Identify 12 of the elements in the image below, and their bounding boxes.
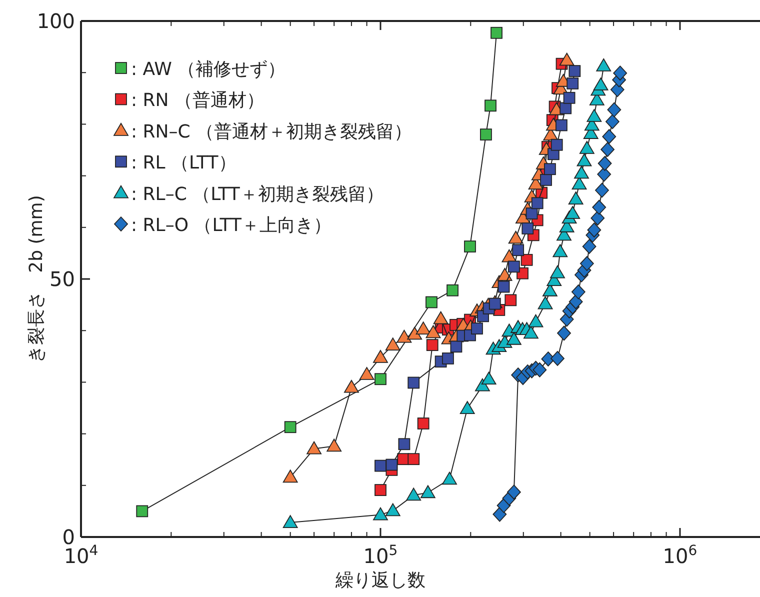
legend-label: : RN–C （普通材＋初期き裂残留） [131, 121, 412, 142]
y-tick-label: 50 [50, 267, 75, 291]
y-tick-label: 100 [36, 9, 75, 33]
x-axis-title: 繰り返し数 [334, 570, 426, 591]
y-axis-title: き裂長さ 2b (mm) [26, 195, 47, 363]
legend-label: : RL–C （LTT＋初期き裂残留） [131, 184, 384, 205]
legend-label: : RL–O （LTT＋上向き） [131, 215, 332, 236]
x-tick-label: 10$^{6}$ [662, 543, 698, 568]
legend-label: : RN （普通材） [131, 90, 264, 112]
legend-label: : AW （補修せず） [131, 59, 286, 80]
x-tick-label: 10$^{5}$ [363, 543, 398, 568]
legend-label: : RL （LTT） [131, 152, 236, 174]
